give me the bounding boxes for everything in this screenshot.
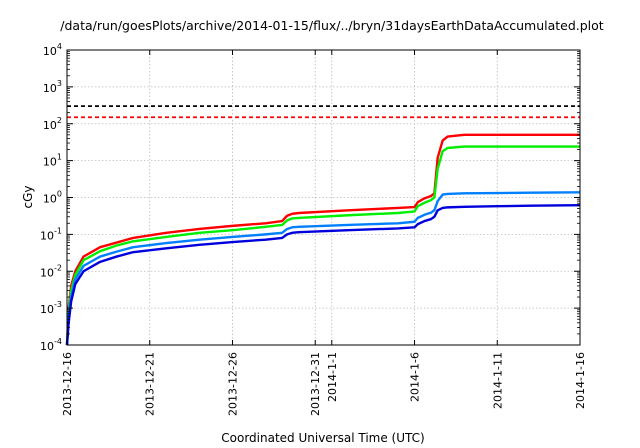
x-tick-label: 2013-12-21	[144, 352, 157, 416]
y-tick-label: 104	[43, 42, 62, 58]
x-tick-label: 2013-12-31	[309, 352, 322, 416]
series-line-3	[65, 191, 581, 346]
y-tick-label: 10-4	[40, 337, 62, 353]
y-tick-label: 101	[43, 153, 62, 169]
series-lines	[65, 133, 581, 346]
x-axis-label: Coordinated Universal Time (UTC)	[221, 431, 424, 445]
x-tick-label: 2014-1-11	[491, 352, 504, 409]
series-line-4	[65, 203, 581, 346]
series-line-1	[65, 133, 580, 346]
y-tick-label: 10-1	[40, 226, 62, 242]
chart-title: /data/run/goesPlots/archive/2014-01-15/f…	[60, 18, 604, 33]
y-axis-label: cGy	[21, 186, 35, 209]
x-tick-label: 2014-1-16	[574, 352, 587, 409]
y-tick-label: 102	[43, 116, 62, 132]
y-tick-label: 103	[43, 79, 62, 95]
grid	[67, 50, 580, 345]
x-tick-label: 2014-1-6	[409, 352, 422, 402]
x-tick-label: 2013-12-16	[61, 352, 74, 416]
x-tick-label: 2013-12-26	[226, 352, 239, 416]
threshold-lines	[67, 105, 580, 119]
x-tick-label: 2014-1-1	[326, 352, 339, 402]
y-tick-label: 10-2	[40, 263, 62, 279]
y-tick-label: 100	[43, 190, 62, 206]
y-tick-label: 10-3	[40, 300, 62, 316]
y-axis-ticks: 10-4 10-3 10-2 10-1 100 101 102 103 104	[40, 42, 580, 353]
series-line-2	[65, 145, 580, 346]
x-axis-ticks: 2013-12-16 2013-12-21 2013-12-26 2013-12-31…	[61, 50, 587, 416]
